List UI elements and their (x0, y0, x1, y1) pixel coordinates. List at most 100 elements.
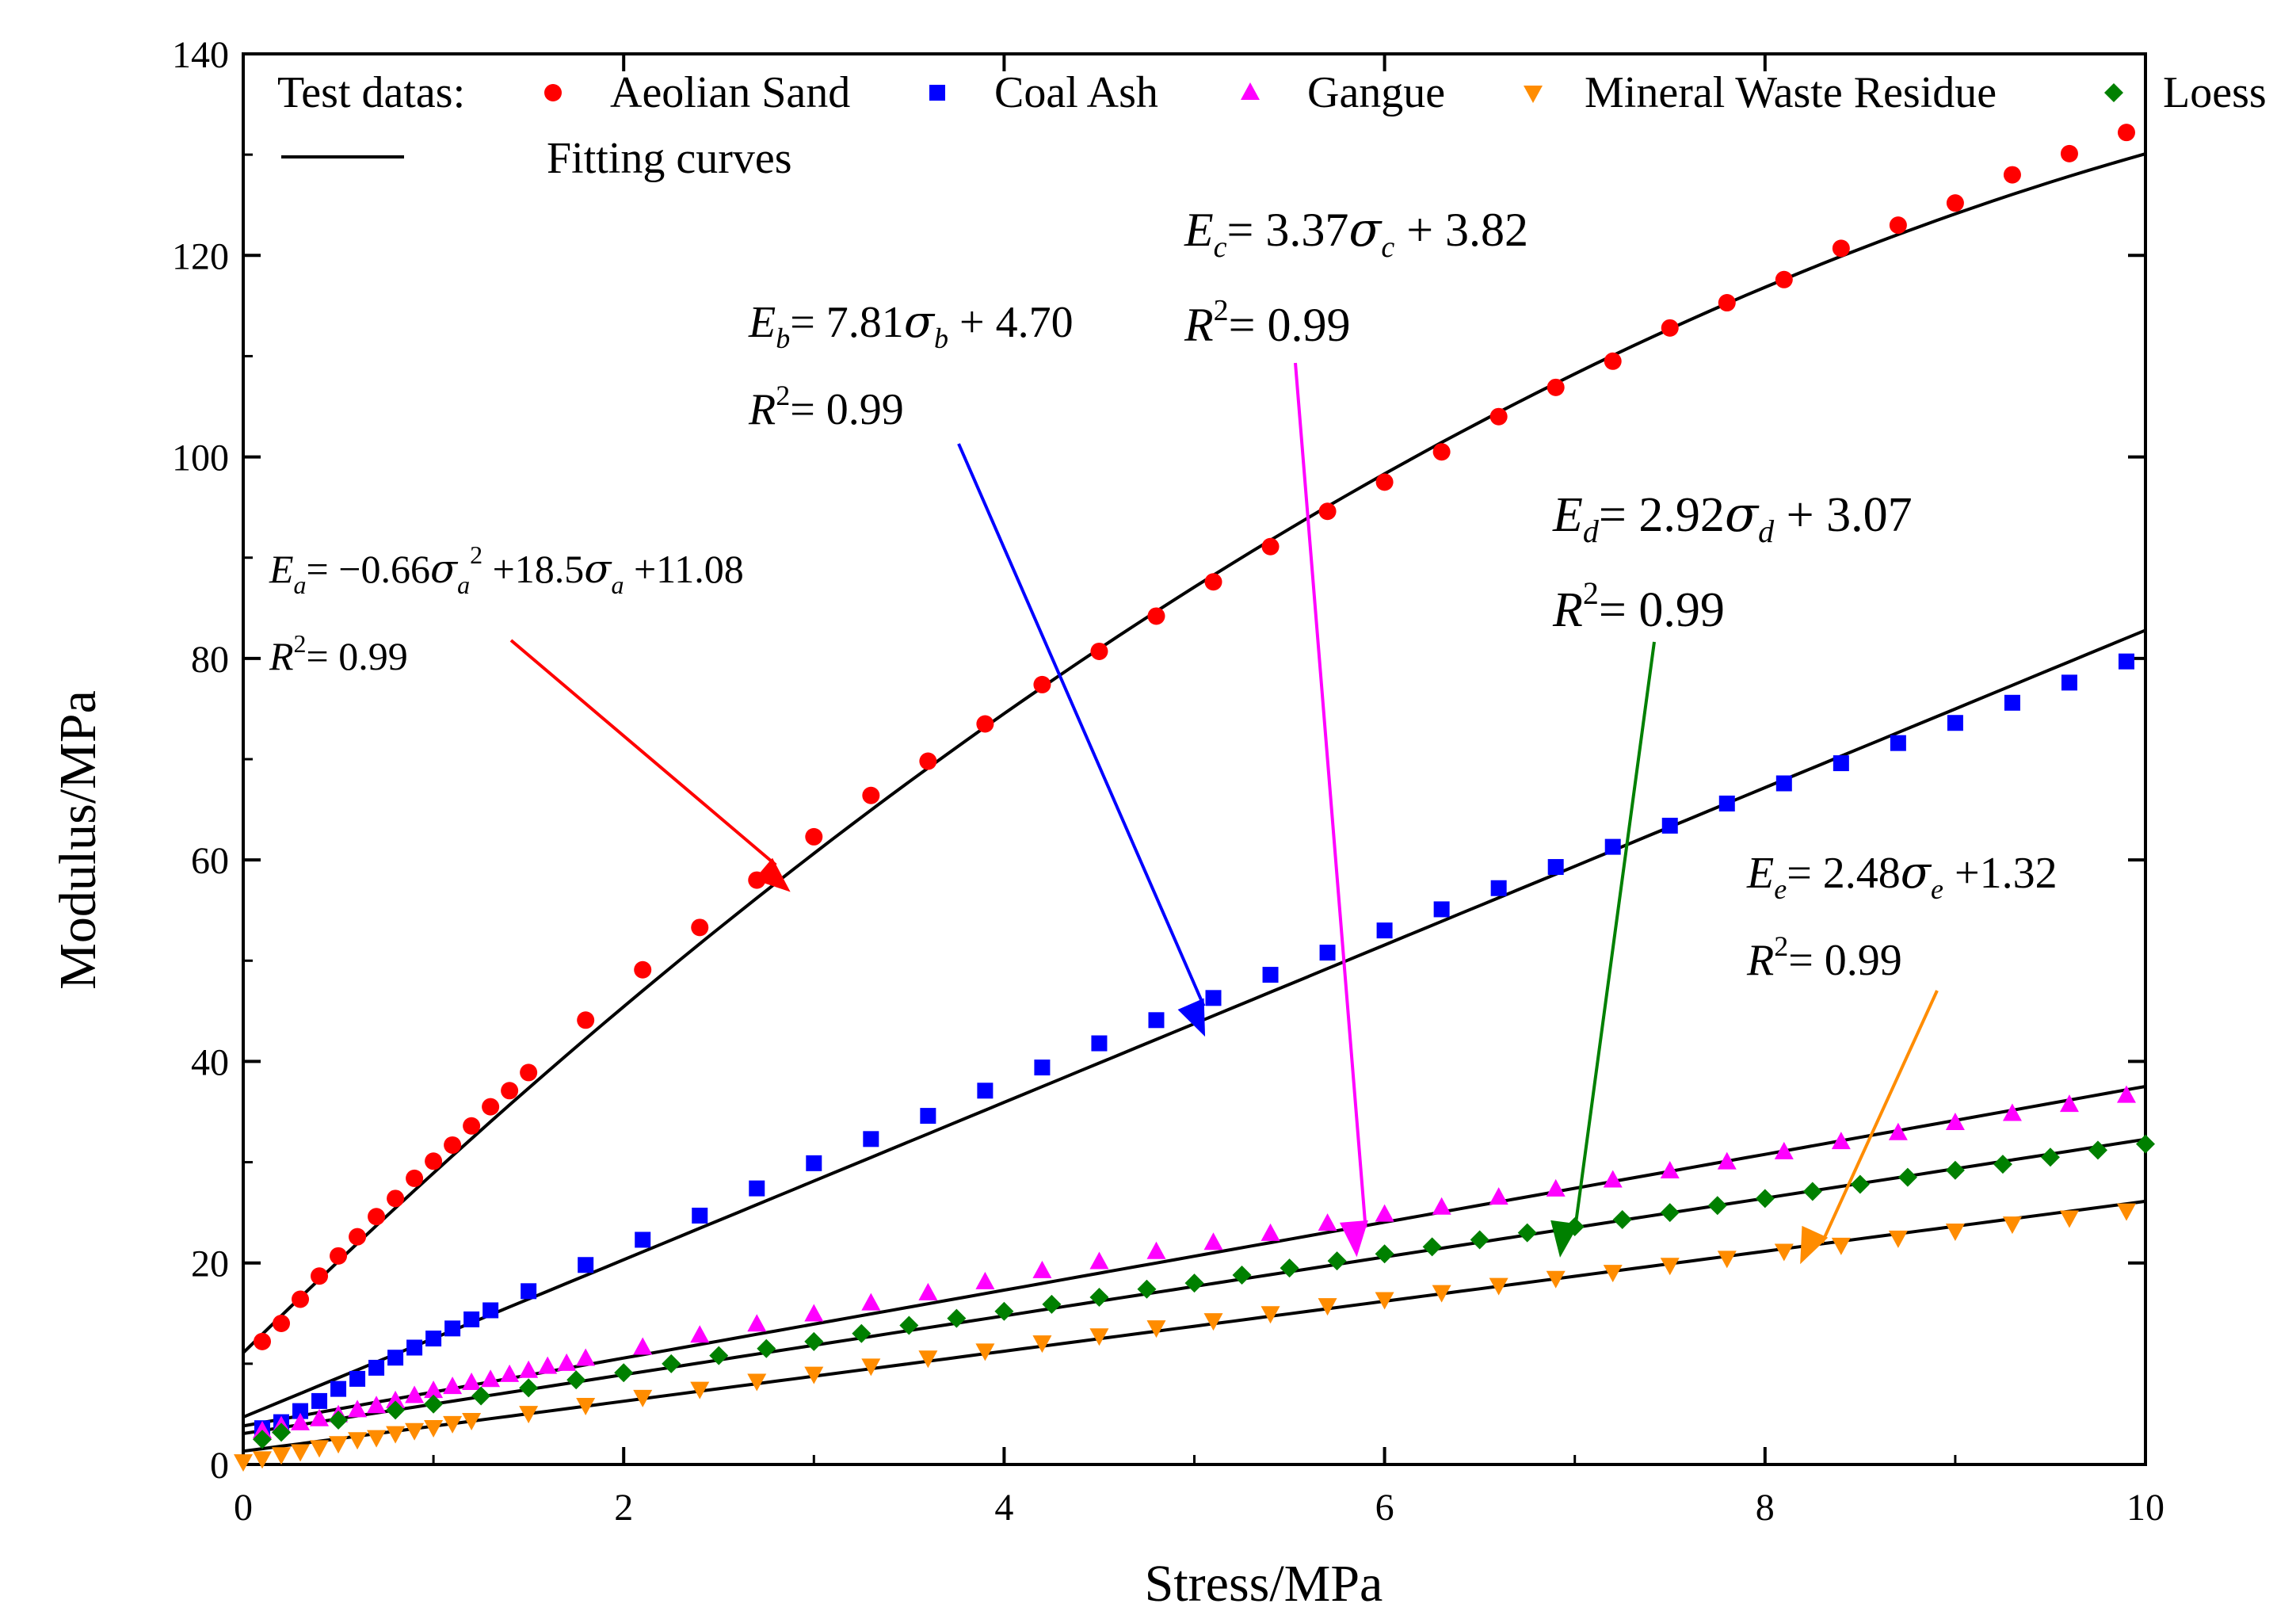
y-tick-label: 20 (191, 1243, 229, 1285)
y-tick-label: 100 (172, 437, 229, 479)
point-aeolian-sand (1318, 502, 1337, 521)
point-aeolian-sand (520, 1063, 538, 1082)
point-coal-ash (2061, 674, 2077, 691)
y-tick-label: 40 (191, 1041, 229, 1083)
point-coal-ash (749, 1180, 765, 1197)
point-mineral-waste-residue (291, 1444, 311, 1462)
point-gangue (348, 1399, 368, 1418)
point-gangue (804, 1304, 824, 1322)
point-coal-ash (444, 1320, 461, 1337)
point-gangue (1318, 1213, 1337, 1231)
point-coal-ash (1890, 735, 1906, 751)
equation-e-text: Ee= 2.48σe +1.32 (1746, 847, 2058, 905)
point-gangue (1203, 1232, 1223, 1251)
point-mineral-waste-residue (310, 1440, 330, 1458)
legend-marker-gangue (1241, 82, 1260, 100)
point-coal-ash (1262, 967, 1279, 983)
legend-label-gangue: Gangue (1307, 68, 1445, 117)
legend-label-coal-ash: Coal Ash (994, 68, 1158, 117)
point-loess (947, 1308, 967, 1328)
point-mineral-waste-residue (1888, 1230, 1908, 1248)
point-gangue (1375, 1204, 1394, 1222)
point-loess (1042, 1294, 1062, 1314)
point-gangue (291, 1412, 311, 1430)
point-aeolian-sand (1718, 294, 1736, 312)
point-mineral-waste-residue (329, 1436, 349, 1454)
point-gangue (519, 1360, 539, 1378)
point-gangue (918, 1282, 938, 1300)
x-tick-label: 4 (994, 1487, 1013, 1529)
point-aeolian-sand (406, 1169, 424, 1187)
point-loess (1993, 1155, 2012, 1174)
equation-c-text: Ec= 3.37σc + 3.82 (1184, 202, 1528, 264)
series-aeolian-sand (254, 124, 2135, 1350)
point-mineral-waste-residue (1945, 1224, 1965, 1242)
equation-b-r2: R2= 0.99 (748, 380, 904, 434)
point-coal-ash (1319, 945, 1336, 961)
data-points (234, 124, 2155, 1472)
point-gangue (386, 1390, 406, 1408)
point-gangue (1432, 1197, 1451, 1215)
point-gangue (538, 1356, 558, 1374)
point-aeolian-sand (1033, 675, 1051, 693)
point-loess (471, 1386, 491, 1406)
point-mineral-waste-residue (367, 1430, 387, 1448)
point-loess (1612, 1210, 1632, 1230)
point-gangue (576, 1348, 596, 1366)
point-gangue (747, 1314, 767, 1332)
point-aeolian-sand (330, 1247, 348, 1265)
point-loess (2136, 1134, 2155, 1154)
point-mineral-waste-residue (234, 1454, 253, 1472)
legend-label-loess: Loess (2163, 68, 2267, 117)
point-loess (1850, 1174, 1870, 1194)
point-loess (1327, 1251, 1347, 1271)
point-mineral-waste-residue (443, 1415, 463, 1434)
point-loess (424, 1394, 444, 1414)
point-mineral-waste-residue (975, 1343, 995, 1361)
point-gangue (557, 1353, 577, 1371)
point-aeolian-sand (444, 1136, 462, 1154)
point-aeolian-sand (1547, 378, 1565, 396)
point-aeolian-sand (2060, 144, 2078, 162)
point-mineral-waste-residue (519, 1406, 539, 1424)
annotation-arrows (509, 362, 1939, 1265)
point-gangue (1261, 1223, 1280, 1241)
point-loess (1707, 1196, 1727, 1216)
point-loess (899, 1315, 919, 1335)
point-coal-ash (1148, 1012, 1165, 1029)
point-aeolian-sand (1090, 642, 1108, 660)
point-mineral-waste-residue (1717, 1251, 1737, 1269)
point-aeolian-sand (1147, 607, 1165, 625)
y-tick-label: 0 (210, 1445, 229, 1487)
point-aeolian-sand (349, 1228, 367, 1246)
point-coal-ash (578, 1257, 594, 1273)
y-tick-label: 80 (191, 639, 229, 681)
point-gangue (481, 1369, 501, 1388)
point-aeolian-sand (254, 1332, 272, 1350)
point-gangue (1888, 1122, 1908, 1140)
point-coal-ash (920, 1108, 936, 1125)
equation-a: Ea= −0.66σa2 +18.5σa +11.08 R2= 0.99 (269, 540, 744, 678)
point-coal-ash (1490, 880, 1507, 896)
point-aeolian-sand (919, 752, 937, 770)
arrow-d (1550, 641, 1656, 1258)
fit-curve-aeolian-sand (242, 152, 2146, 1354)
point-aeolian-sand (368, 1208, 386, 1226)
point-coal-ash (1091, 1035, 1108, 1052)
point-gangue (1089, 1251, 1109, 1270)
point-gangue (1032, 1260, 1052, 1278)
point-mineral-waste-residue (1032, 1335, 1052, 1354)
point-mineral-waste-residue (1089, 1328, 1109, 1346)
point-aeolian-sand (482, 1098, 500, 1116)
point-loess (1422, 1237, 1442, 1257)
point-gangue (975, 1271, 995, 1289)
point-aeolian-sand (1432, 443, 1451, 461)
point-mineral-waste-residue (424, 1419, 444, 1438)
point-aeolian-sand (691, 918, 709, 937)
point-loess (614, 1363, 634, 1383)
series-loess (253, 1134, 2155, 1449)
point-coal-ash (521, 1283, 537, 1300)
equation-a-r2: R2= 0.99 (269, 629, 408, 678)
